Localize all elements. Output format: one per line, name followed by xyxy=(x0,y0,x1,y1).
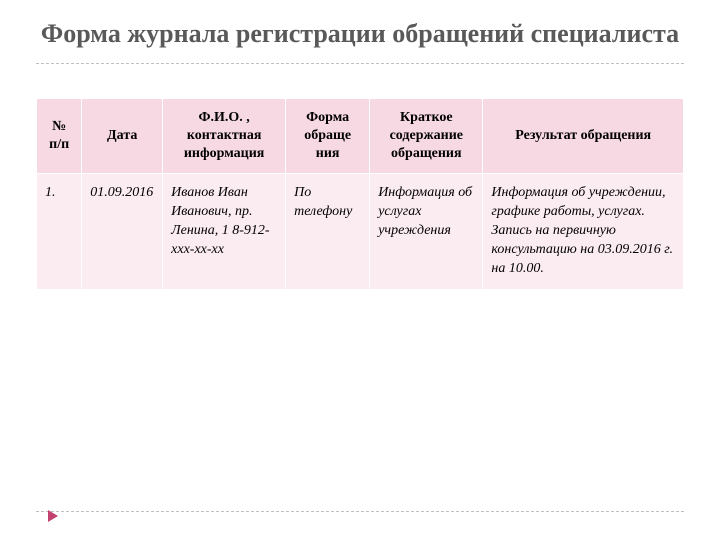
col-header-form: Форма обраще ния xyxy=(286,98,370,174)
table-row: 1. 01.09.2016 Иванов Иван Иванович, пр. … xyxy=(37,174,684,289)
page-title: Форма журнала регистрации обращений спец… xyxy=(0,0,720,63)
cell-date: 01.09.2016 xyxy=(82,174,163,289)
col-header-brief: Краткое содержание обращения xyxy=(370,98,483,174)
col-header-date: Дата xyxy=(82,98,163,174)
col-header-fio: Ф.И.О. , контактная информация xyxy=(163,98,286,174)
cell-num: 1. xyxy=(37,174,82,289)
table-header-row: № п/п Дата Ф.И.О. , контактная информаци… xyxy=(37,98,684,174)
cell-fio: Иванов Иван Иванович, пр. Ленина, 1 8-91… xyxy=(163,174,286,289)
play-marker-icon xyxy=(48,510,58,522)
col-header-result: Результат обращения xyxy=(483,98,684,174)
cell-form: По телефону xyxy=(286,174,370,289)
cell-result: Информация об учреждении, графике работы… xyxy=(483,174,684,289)
divider-bottom xyxy=(36,511,684,512)
table-container: № п/п Дата Ф.И.О. , контактная информаци… xyxy=(0,64,720,290)
cell-brief: Информация об услугах учреждения xyxy=(370,174,483,289)
col-header-num: № п/п xyxy=(37,98,82,174)
registration-table: № п/п Дата Ф.И.О. , контактная информаци… xyxy=(36,98,684,290)
